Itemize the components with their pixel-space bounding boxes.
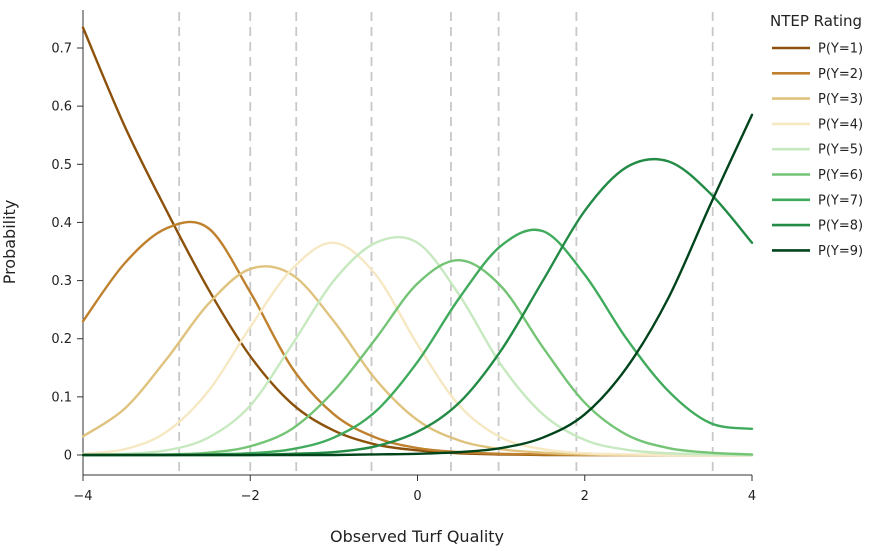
- legend-title: NTEP Rating: [770, 12, 862, 30]
- x-tick-label: −4: [73, 489, 92, 504]
- legend-label: P(Y=9): [818, 244, 863, 259]
- y-tick-label: 0.2: [51, 332, 72, 347]
- x-tick-label: 2: [581, 489, 589, 504]
- threshold-lines: [178, 12, 714, 475]
- y-axis-title: Probability: [0, 200, 19, 285]
- x-tick-label: 0: [413, 489, 421, 504]
- series-line-4: [81, 241, 754, 457]
- legend-items: P(Y=1) P(Y=2) P(Y=3) P(Y=4) P(Y=5) P(Y=6) P(Y=…: [772, 42, 863, 259]
- legend-label: P(Y=4): [818, 117, 863, 132]
- legend-label: P(Y=8): [818, 219, 863, 234]
- series-line-5: [81, 235, 754, 457]
- legend: NTEP Rating P(Y=1)P(Y=2)P(Y=3)P(Y=4)P(Y=…: [770, 12, 863, 259]
- y-tick-label: 0.4: [51, 216, 72, 231]
- y-tick-label: 0: [64, 449, 72, 464]
- legend-label: P(Y=2): [818, 67, 863, 82]
- series-lines: [81, 26, 754, 457]
- y-tick-label: 0.7: [51, 42, 72, 57]
- y-ticks: 0 0.1 0.2 0.3 0.4 0.5 0.6 0.7: [51, 42, 83, 464]
- x-tick-label: −2: [241, 489, 260, 504]
- y-tick-label: 0.6: [51, 100, 72, 115]
- series-line-6: [81, 259, 754, 457]
- series-line-9: [81, 113, 754, 457]
- legend-label: P(Y=6): [818, 168, 863, 183]
- y-tick-label: 0.3: [51, 274, 72, 289]
- y-tick-label: 0.1: [51, 390, 72, 405]
- x-axis-title: Observed Turf Quality: [330, 527, 504, 546]
- legend-label: P(Y=1): [818, 42, 863, 57]
- legend-label: P(Y=5): [818, 143, 863, 158]
- legend-label: P(Y=7): [818, 193, 863, 208]
- x-tick-label: 4: [748, 489, 756, 504]
- x-ticks: −4 −2 0 2 4: [73, 475, 756, 504]
- legend-label: P(Y=3): [818, 92, 863, 107]
- series-line-8: [81, 157, 754, 457]
- y-tick-label: 0.5: [51, 158, 72, 173]
- series-line-1: [81, 26, 754, 457]
